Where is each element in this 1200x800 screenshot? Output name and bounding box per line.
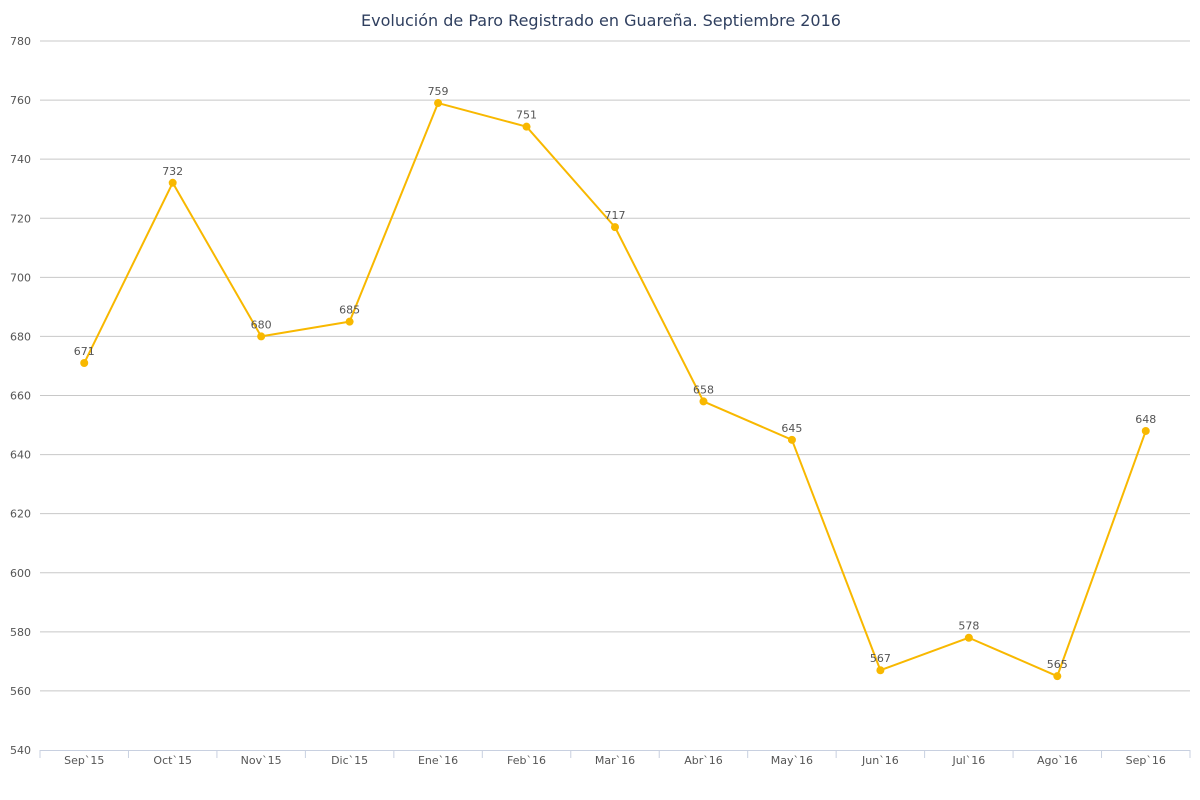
grid-layer: [40, 40, 1190, 692]
x-tick-label: Ene`16: [418, 754, 458, 767]
y-tick-label: 540: [10, 744, 31, 757]
y-tick-label: 680: [10, 330, 31, 343]
data-label: 578: [958, 620, 979, 633]
x-tick-label: May`16: [771, 754, 813, 767]
y-axis-labels: 540 560 580 600 620 640 660 680 700 720 740 760 780: [10, 35, 31, 757]
data-point[interactable]: [522, 122, 531, 131]
data-labels: 671 732 680 685 759 751 717 658 645 567 578 565 648: [74, 85, 1157, 671]
data-point[interactable]: [345, 317, 354, 326]
y-tick-label: 600: [10, 567, 31, 580]
data-point[interactable]: [699, 397, 708, 406]
data-label: 759: [428, 85, 449, 98]
y-tick-label: 780: [10, 35, 31, 48]
data-point[interactable]: [80, 359, 89, 368]
x-tick-label: Mar`16: [595, 754, 635, 767]
x-tick-label: Feb`16: [507, 754, 546, 767]
data-label: 648: [1135, 413, 1156, 426]
data-point[interactable]: [787, 435, 796, 444]
data-point[interactable]: [257, 332, 266, 341]
data-point[interactable]: [1053, 672, 1062, 681]
data-point[interactable]: [964, 633, 973, 642]
y-tick-label: 620: [10, 508, 31, 521]
data-point[interactable]: [168, 178, 177, 187]
y-tick-label: 700: [10, 271, 31, 284]
data-label: 717: [605, 209, 626, 222]
data-label: 645: [781, 422, 802, 435]
chart-title: Evolución de Paro Registrado en Guareña.…: [361, 11, 841, 30]
data-label: 567: [870, 652, 891, 665]
y-tick-label: 640: [10, 449, 31, 462]
data-label: 680: [251, 318, 272, 331]
y-tick-label: 660: [10, 390, 31, 403]
x-tick-label: Oct`15: [153, 754, 192, 767]
data-label: 658: [693, 383, 714, 396]
series-line: [83, 102, 1147, 678]
y-tick-label: 720: [10, 212, 31, 225]
x-tick-label: Nov`15: [241, 754, 282, 767]
data-label: 732: [162, 165, 183, 178]
data-point[interactable]: [876, 666, 885, 675]
data-label: 565: [1047, 658, 1068, 671]
data-label: 671: [74, 345, 95, 358]
x-axis: Sep`15 Oct`15 Nov`15 Dic`15 Ene`16 Feb`16 Mar`…: [39, 750, 1191, 767]
y-tick-label: 760: [10, 94, 31, 107]
x-tick-label: Jul`16: [951, 754, 985, 767]
y-tick-label: 580: [10, 626, 31, 639]
x-tick-label: Jun`16: [861, 754, 899, 767]
data-point[interactable]: [1141, 426, 1150, 435]
x-tick-label: Sep`15: [64, 754, 104, 767]
x-tick-label: Sep`16: [1126, 754, 1166, 767]
data-points: [80, 99, 1150, 681]
series-layer: [83, 102, 1147, 678]
data-label: 751: [516, 109, 537, 122]
x-tick-label: Abr`16: [684, 754, 723, 767]
data-point[interactable]: [434, 99, 443, 108]
x-tick-label: Ago`16: [1037, 754, 1078, 767]
y-tick-label: 560: [10, 685, 31, 698]
y-tick-label: 740: [10, 153, 31, 166]
x-tick-label: Dic`15: [331, 754, 368, 767]
data-point[interactable]: [611, 223, 619, 232]
data-label: 685: [339, 304, 360, 317]
